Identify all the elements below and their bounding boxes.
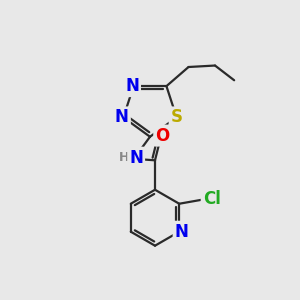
Text: N: N xyxy=(129,149,143,167)
Text: N: N xyxy=(125,77,139,95)
Text: N: N xyxy=(115,108,129,126)
Text: Cl: Cl xyxy=(203,190,220,208)
Text: S: S xyxy=(171,108,183,126)
Text: O: O xyxy=(155,127,169,145)
Text: H: H xyxy=(119,151,130,164)
Text: N: N xyxy=(175,223,188,241)
